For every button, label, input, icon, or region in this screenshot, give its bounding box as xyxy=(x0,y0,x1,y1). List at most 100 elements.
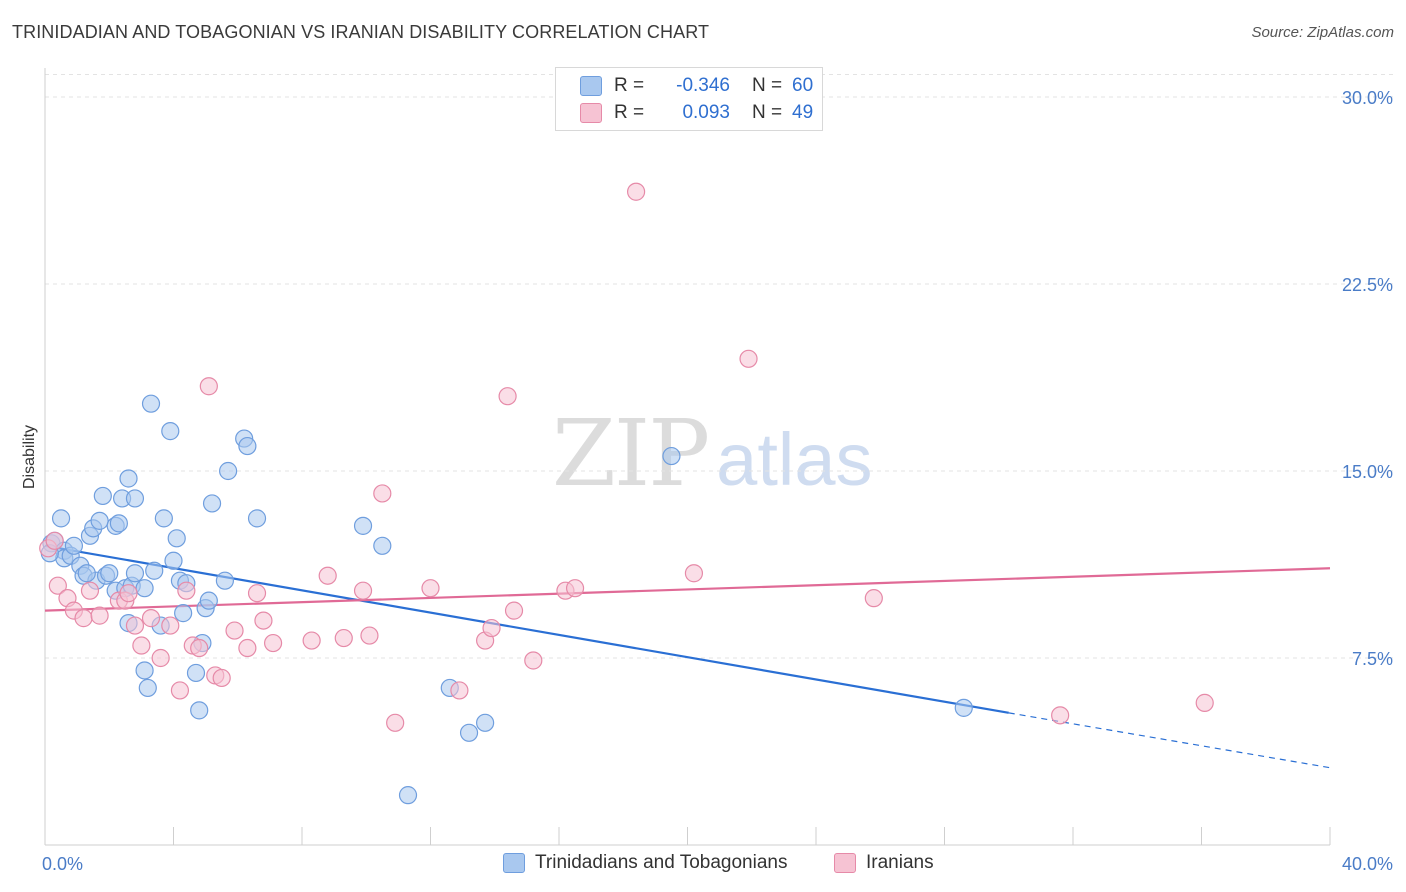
point-iranian xyxy=(80,581,100,600)
trend-lines xyxy=(44,544,1331,769)
point-iranian xyxy=(132,636,151,655)
point-iranian xyxy=(318,566,337,585)
point-trinidadian xyxy=(141,394,161,413)
legend-r-value: 0.093 xyxy=(682,102,730,123)
point-iranian xyxy=(504,601,524,620)
point-trinidadian xyxy=(77,564,96,583)
x-tick-label: 40.0% xyxy=(1342,854,1393,874)
point-trinidadian xyxy=(119,469,138,488)
point-iranian xyxy=(45,531,64,550)
point-iranian xyxy=(247,584,267,603)
point-trinidadian xyxy=(954,698,973,717)
point-trinidadian xyxy=(167,529,186,548)
point-iranian xyxy=(199,377,218,396)
y-tick-label: 15.0% xyxy=(1342,462,1393,482)
point-iranian xyxy=(626,182,646,201)
y-tick-label: 7.5% xyxy=(1352,649,1393,669)
legend-n-label: N = xyxy=(752,75,783,96)
point-iranian xyxy=(450,681,469,700)
point-iranian xyxy=(353,581,373,600)
point-trinidadian xyxy=(238,436,257,456)
legend-r-value: -0.346 xyxy=(676,75,730,96)
tick-labels: 7.5% 15.0% 22.5% 30.0% 0.0% 40.0% Disability xyxy=(21,88,1393,874)
point-trinidadian xyxy=(215,571,234,590)
point-trinidadian xyxy=(135,579,154,598)
legend-n-value: 60 xyxy=(792,75,814,96)
point-trinidadian xyxy=(100,564,119,583)
point-trinidadian xyxy=(161,422,180,441)
x-tick-label: 0.0% xyxy=(42,854,83,874)
point-iranian xyxy=(565,579,585,598)
legend-n-value: 49 xyxy=(792,102,814,123)
point-iranian xyxy=(151,648,170,668)
axes xyxy=(44,68,1331,846)
legend-r-label: R = xyxy=(614,102,645,123)
point-iranian xyxy=(212,668,231,688)
point-iranian xyxy=(141,609,161,628)
point-trinidadian xyxy=(373,536,392,555)
point-iranian xyxy=(190,638,209,658)
point-trinidadian xyxy=(662,446,681,466)
grid-lines xyxy=(45,74,1395,659)
point-iranian xyxy=(1051,706,1070,725)
legend-swatch-iranian xyxy=(580,103,602,123)
legend-r-label: R = xyxy=(614,75,645,96)
legend-swatch-iranian xyxy=(834,853,856,873)
legend-swatch-trinidadian xyxy=(580,76,602,96)
point-trinidadian xyxy=(199,591,218,610)
point-trinidadian xyxy=(202,494,222,513)
point-iranian xyxy=(360,626,379,645)
point-trinidadian xyxy=(135,661,154,680)
point-iranian xyxy=(373,484,392,503)
point-iranian xyxy=(524,651,543,670)
point-trinidadian xyxy=(109,514,128,533)
point-trinidadian xyxy=(174,604,193,623)
legend-row-trinidadian: R = -0.346 N = 60 xyxy=(580,74,813,98)
point-trinidadian xyxy=(186,663,206,683)
point-trinidadian xyxy=(125,489,145,508)
point-iranian xyxy=(498,387,517,406)
point-iranian xyxy=(739,349,758,368)
point-iranian xyxy=(421,579,440,598)
point-iranian xyxy=(334,628,353,648)
legend-label-iranian: Iranians xyxy=(866,852,934,873)
data-points xyxy=(39,182,1214,805)
trend-line-trinidadian xyxy=(44,544,1009,714)
point-iranian xyxy=(170,681,190,700)
point-iranian xyxy=(161,616,180,635)
legend-label-trinidadian: Trinidadians and Tobagonians xyxy=(535,852,788,873)
point-iranian xyxy=(125,616,145,635)
legend-item-iranian: Iranians xyxy=(834,852,934,874)
legend-row-iranian: R = 0.093 N = 49 xyxy=(580,101,813,125)
point-trinidadian xyxy=(476,713,495,732)
point-iranian xyxy=(254,611,273,630)
point-iranian xyxy=(238,638,257,658)
point-iranian xyxy=(482,618,501,638)
point-iranian xyxy=(90,606,109,625)
source-credit: Source: ZipAtlas.com xyxy=(1251,24,1394,41)
point-iranian xyxy=(177,581,196,600)
point-trinidadian xyxy=(51,509,71,528)
point-iranian xyxy=(225,621,244,640)
point-iranian xyxy=(302,631,321,650)
point-trinidadian xyxy=(93,486,112,506)
point-trinidadian xyxy=(219,461,238,481)
point-trinidadian xyxy=(145,561,164,580)
point-trinidadian xyxy=(459,723,479,742)
correlation-legend: R = -0.346 N = 60 R = 0.093 N = 49 xyxy=(555,67,823,131)
point-trinidadian xyxy=(125,564,145,583)
series-legend: Trinidadians and Tobagonians Iranians xyxy=(0,852,1406,878)
legend-swatch-trinidadian xyxy=(503,853,525,873)
y-tick-label: 30.0% xyxy=(1342,88,1393,108)
point-iranian xyxy=(263,633,283,653)
trend-line-iranian xyxy=(44,567,1331,612)
point-trinidadian xyxy=(64,536,84,555)
point-iranian xyxy=(48,576,67,595)
point-trinidadian xyxy=(247,509,267,528)
point-iranian xyxy=(74,609,93,628)
point-trinidadian xyxy=(90,511,109,530)
y-tick-label: 22.5% xyxy=(1342,275,1393,295)
point-iranian xyxy=(1195,693,1214,712)
point-trinidadian xyxy=(353,516,373,535)
